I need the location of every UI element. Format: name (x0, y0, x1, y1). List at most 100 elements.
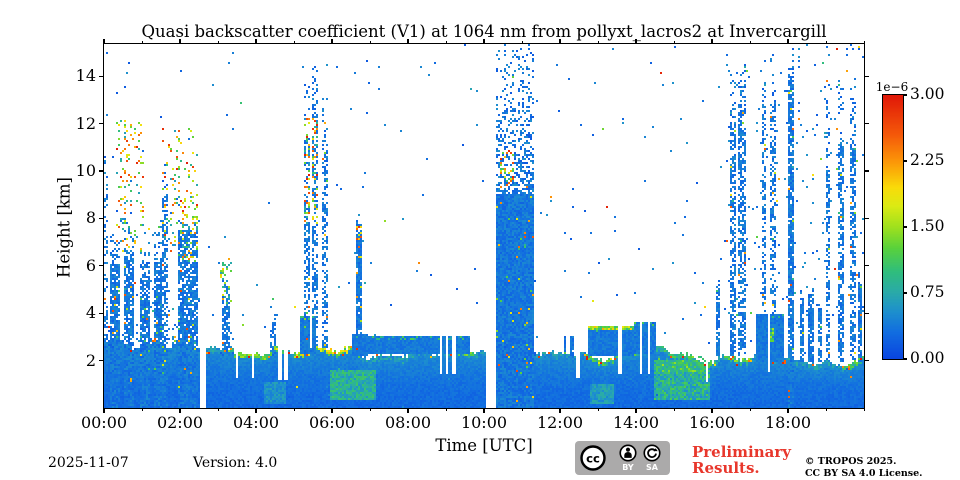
copyright-note: © TROPOS 2025. CC BY SA 4.0 License. (805, 456, 922, 479)
sa-icon (643, 444, 661, 462)
y-major-tick-right (864, 123, 869, 125)
y-major-tick-right (864, 75, 869, 77)
sa-label: SA (646, 463, 658, 472)
x-minor-tick-top (521, 41, 523, 44)
x-tick-label: 10:00 (460, 413, 508, 432)
x-minor-tick (863, 408, 865, 411)
x-minor-tick-top (749, 41, 751, 44)
y-major-tick-right (864, 265, 869, 267)
x-minor-tick-top (369, 41, 371, 44)
x-minor-tick-top (673, 41, 675, 44)
y-tick-label: 8 (85, 208, 96, 228)
copyright-line2: CC BY SA 4.0 License. (805, 467, 923, 479)
x-minor-tick-top (863, 41, 865, 44)
x-major-tick (255, 408, 257, 413)
y-major-tick-right (864, 312, 869, 314)
colorbar-tick (903, 94, 907, 96)
x-major-tick-top (711, 39, 713, 44)
x-tick-label: 04:00 (232, 413, 280, 432)
x-tick-label: 14:00 (612, 413, 660, 432)
svg-text:cc: cc (586, 451, 600, 465)
y-tick-label: 4 (85, 303, 96, 323)
copyright-line1: © TROPOS 2025. (805, 456, 897, 467)
cc-license-badge: cc BY SA (575, 441, 670, 475)
colorbar-tick (903, 292, 907, 294)
colorbar-scale-label: 1e−6 (875, 80, 909, 94)
preliminary-line1: Preliminary (692, 443, 791, 461)
y-major-tick-right (864, 170, 869, 172)
colorbar-tick-label: 3.00 (910, 85, 945, 103)
x-axis-label: Time [UTC] (435, 436, 533, 455)
x-minor-tick (141, 408, 143, 411)
by-icon (619, 444, 637, 462)
x-major-tick-top (179, 39, 181, 44)
x-minor-tick (673, 408, 675, 411)
colorbar-tick-label: 0.75 (910, 283, 945, 301)
x-major-tick-top (559, 39, 561, 44)
colorbar-tick-label: 0.00 (910, 349, 945, 367)
x-major-tick (711, 408, 713, 413)
colorbar-tick (903, 160, 907, 162)
y-major-tick (99, 75, 104, 77)
y-major-tick (99, 217, 104, 219)
heatmap-canvas (104, 44, 864, 408)
x-minor-tick-top (293, 41, 295, 44)
y-major-tick-right (864, 217, 869, 219)
x-minor-tick (369, 408, 371, 411)
date-label: 2025-11-07 (48, 455, 129, 471)
x-minor-tick (293, 408, 295, 411)
x-minor-tick-top (825, 41, 827, 44)
preliminary-line2: Results. (692, 459, 760, 477)
x-minor-tick-top (445, 41, 447, 44)
x-major-tick-top (103, 39, 105, 44)
x-minor-tick (445, 408, 447, 411)
x-major-tick (407, 408, 409, 413)
y-major-tick-right (864, 360, 869, 362)
preliminary-results-note: Preliminary Results. (692, 444, 791, 476)
x-tick-label: 02:00 (156, 413, 204, 432)
x-minor-tick (825, 408, 827, 411)
x-major-tick (559, 408, 561, 413)
y-major-tick (99, 123, 104, 125)
by-label: BY (622, 463, 634, 472)
y-tick-label: 2 (85, 350, 96, 370)
x-minor-tick-top (597, 41, 599, 44)
x-minor-tick (597, 408, 599, 411)
colorbar-tick (903, 226, 907, 228)
cc-icon: cc (580, 445, 606, 471)
y-tick-label: 10 (75, 161, 96, 181)
x-major-tick-top (331, 39, 333, 44)
x-minor-tick-top (217, 41, 219, 44)
x-major-tick (483, 408, 485, 413)
colorbar-tick (903, 358, 907, 360)
x-tick-label: 00:00 (80, 413, 128, 432)
x-major-tick (103, 408, 105, 413)
x-major-tick (331, 408, 333, 413)
x-minor-tick (217, 408, 219, 411)
x-minor-tick-top (141, 41, 143, 44)
x-major-tick (635, 408, 637, 413)
x-minor-tick (521, 408, 523, 411)
plot-title: Quasi backscatter coefficient (V1) at 10… (141, 22, 827, 41)
y-major-tick (99, 265, 104, 267)
x-tick-label: 06:00 (308, 413, 356, 432)
x-tick-label: 08:00 (384, 413, 432, 432)
x-tick-label: 18:00 (764, 413, 812, 432)
x-major-tick-top (407, 39, 409, 44)
y-axis-label: Height [km] (54, 177, 74, 279)
x-major-tick (179, 408, 181, 413)
x-major-tick-top (255, 39, 257, 44)
x-major-tick (787, 408, 789, 413)
colorbar-tick-label: 1.50 (910, 217, 945, 235)
y-tick-label: 12 (75, 113, 96, 133)
y-major-tick (99, 360, 104, 362)
x-major-tick-top (483, 39, 485, 44)
y-major-tick (99, 312, 104, 314)
colorbar-canvas (883, 95, 903, 359)
x-tick-label: 12:00 (536, 413, 584, 432)
x-tick-label: 16:00 (688, 413, 736, 432)
x-minor-tick (749, 408, 751, 411)
x-major-tick-top (787, 39, 789, 44)
y-major-tick (99, 170, 104, 172)
